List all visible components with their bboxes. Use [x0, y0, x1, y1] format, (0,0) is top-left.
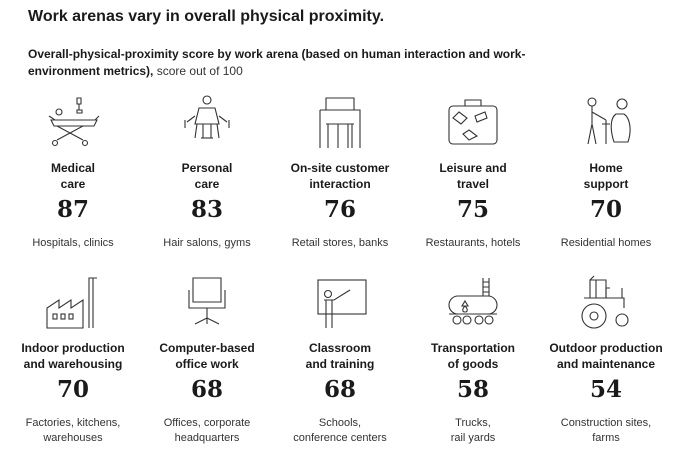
- score-value: 54: [589, 376, 622, 403]
- arena-cell: Personal care 83 Hair salons, gyms: [140, 92, 274, 272]
- arena-examples: Schools, conference centers: [273, 416, 407, 446]
- score-value: 68: [190, 376, 223, 403]
- arena-cell: Computer-based office work 68 Offices, corp…: [140, 272, 274, 452]
- score-value: 76: [323, 196, 356, 223]
- arena-label-line: Medical: [50, 161, 95, 175]
- arena-examples: Factories, kitchens, warehouses: [6, 416, 140, 446]
- subtitle-text: Overall-physical-proximity score by work…: [28, 47, 526, 78]
- arena-example-line: Trucks,: [455, 417, 491, 429]
- arena-label-line: care: [60, 177, 86, 191]
- storefront-icon: [273, 92, 407, 152]
- arena-example-line: Restaurants, hotels: [425, 237, 521, 249]
- arena-label: Indoor production and warehousing: [6, 340, 140, 372]
- arena-label-line: care: [194, 177, 220, 191]
- arena-label: Medical care: [6, 160, 140, 192]
- arena-label-line: and maintenance: [556, 357, 656, 371]
- arena-example-line: headquarters: [174, 432, 240, 444]
- arena-label-line: Leisure and: [439, 161, 507, 175]
- arena-cell: Indoor production and warehousing 70 Factor…: [6, 272, 140, 452]
- arena-label-line: support: [583, 177, 629, 191]
- arena-label: Classroom and training: [273, 340, 407, 372]
- arena-label: Computer-based office work: [140, 340, 274, 372]
- caregiver-icon: [539, 92, 673, 152]
- suitcase-icon: [406, 92, 540, 152]
- arena-label: On-site customer interaction: [273, 160, 407, 192]
- arena-label: Home support: [539, 160, 673, 192]
- score-value: 75: [456, 196, 489, 223]
- arena-examples: Trucks, rail yards: [406, 416, 540, 446]
- arena-example-line: Hospitals, clinics: [32, 237, 114, 249]
- arena-cell: Leisure and travel 75 Restaurants, hotels: [406, 92, 540, 272]
- arena-label-line: office work: [175, 357, 239, 371]
- arena-examples: Restaurants, hotels: [406, 236, 540, 251]
- score-value: 58: [456, 376, 489, 403]
- arena-label-line: Classroom: [308, 341, 372, 355]
- score-value: 70: [56, 376, 89, 403]
- arena-examples: Hair salons, gyms: [140, 236, 274, 251]
- arena-label-line: On-site customer: [290, 161, 390, 175]
- subtitle-unit: score out of 100: [156, 64, 243, 78]
- arena-example-line: Retail stores, banks: [291, 237, 389, 249]
- arena-label-line: and warehousing: [23, 357, 123, 371]
- arena-examples: Residential homes: [539, 236, 673, 251]
- arena-label: Personal care: [140, 160, 274, 192]
- arena-label-line: of goods: [447, 357, 499, 371]
- arena-examples: Retail stores, banks: [273, 236, 407, 251]
- arena-label-line: Indoor production: [21, 341, 125, 355]
- arena-label-line: and training: [305, 357, 375, 371]
- arena-label: Transportation of goods: [406, 340, 540, 372]
- arena-cell: Outdoor production and maintenance 54 Const…: [539, 272, 673, 452]
- arena-example-line: Residential homes: [560, 237, 652, 249]
- arena-cell: On-site customer interaction 76 Retail stor…: [273, 92, 407, 272]
- arena-examples: Offices, corporate headquarters: [140, 416, 274, 446]
- tractor-icon: [539, 272, 673, 332]
- arena-examples: Construction sites, farms: [539, 416, 673, 446]
- tank-car-icon: [406, 272, 540, 332]
- arena-examples: Hospitals, clinics: [6, 236, 140, 251]
- arena-label-line: Transportation: [430, 341, 515, 355]
- score-value: 68: [323, 376, 356, 403]
- hospital-bed-icon: [6, 92, 140, 152]
- arena-example-line: farms: [592, 432, 620, 444]
- arena-example-line: Construction sites,: [560, 417, 652, 429]
- chart-title: Work arenas vary in overall physical pro…: [28, 8, 385, 25]
- arena-cell: Home support 70 Residential homes: [539, 92, 673, 272]
- score-value: 87: [56, 196, 89, 223]
- teacher-board-icon: [273, 272, 407, 332]
- arena-example-line: Offices, corporate: [163, 417, 251, 429]
- office-chair-icon: [140, 272, 274, 332]
- score-value: 70: [589, 196, 622, 223]
- arena-example-line: Hair salons, gyms: [163, 237, 251, 249]
- arena-cell: Classroom and training 68 Schools, conferenc…: [273, 272, 407, 452]
- arena-example-line: Schools,: [318, 417, 362, 429]
- arena-label-line: travel: [456, 177, 490, 191]
- arena-example-line: warehouses: [43, 432, 103, 444]
- arena-example-line: rail yards: [450, 432, 496, 444]
- factory-icon: [6, 272, 140, 332]
- arena-cell: Medical care 87 Hospitals, clinics: [6, 92, 140, 272]
- score-value: 83: [190, 196, 223, 223]
- arena-label: Leisure and travel: [406, 160, 540, 192]
- arena-label-line: Computer-based: [159, 341, 255, 355]
- arena-example-line: conference centers: [293, 432, 387, 444]
- arena-cell: Transportation of goods 58 Trucks, rail yard…: [406, 272, 540, 452]
- arena-label-line: Outdoor production: [549, 341, 663, 355]
- salon-chair-icon: [140, 92, 274, 152]
- arena-label-line: Home: [589, 161, 623, 175]
- arena-label-line: interaction: [309, 177, 371, 191]
- arena-example-line: Factories, kitchens,: [25, 417, 121, 429]
- arena-label: Outdoor production and maintenance: [539, 340, 673, 372]
- arena-label-line: Personal: [181, 161, 233, 175]
- chart-subtitle: Overall-physical-proximity score by work…: [28, 46, 548, 80]
